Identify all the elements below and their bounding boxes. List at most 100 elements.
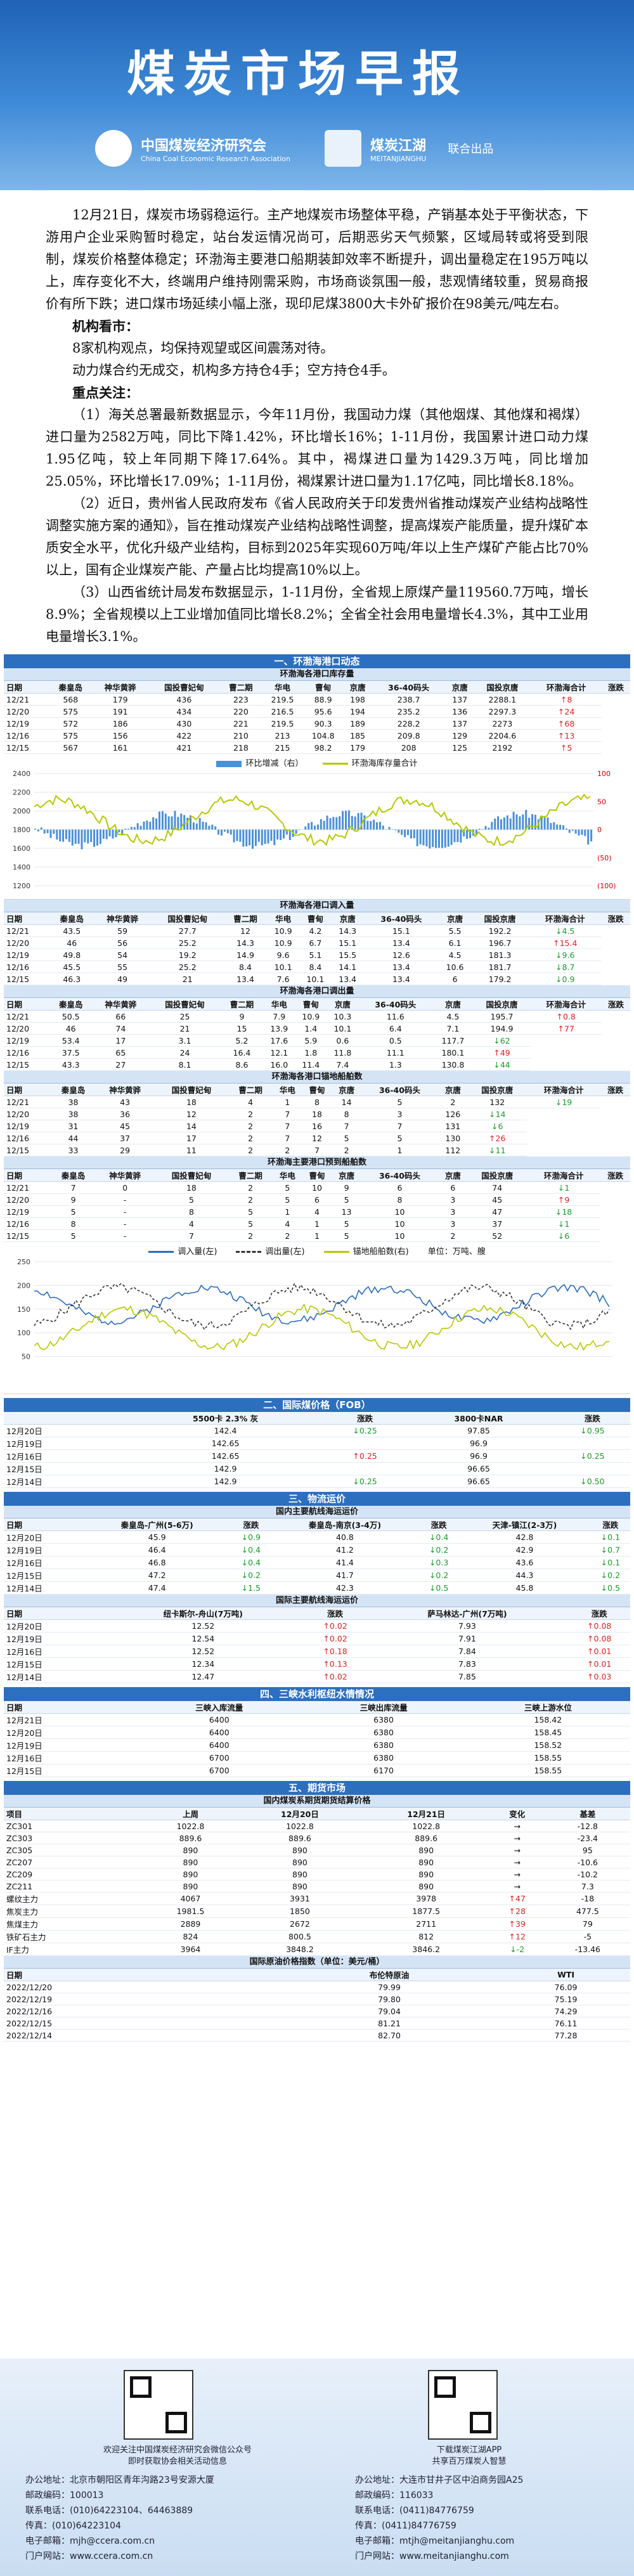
table-row: 螺纹主力 4067 3931 3978 ↑47 -18: [4, 1892, 630, 1905]
bar: [571, 829, 574, 831]
table-cell: 889.6: [236, 1832, 363, 1844]
table-cell: 12.52: [101, 1619, 304, 1633]
y-tick-label: 150: [17, 1305, 30, 1314]
table-row: 12月14日 142.9 ↓0.25 96.65 ↓0.50: [4, 1475, 630, 1488]
col-header: 国投曹妃甸: [154, 1084, 229, 1096]
bar: [540, 815, 543, 830]
table-cell: 6170: [301, 1764, 466, 1777]
col-header: 京唐: [439, 912, 471, 925]
col-header: 日期: [4, 1607, 102, 1620]
inventory-table: 日期 秦皇岛 神华黄骅 国投曹妃甸 曹二期 华电 曹甸 京唐 36-40码头 京唐 国投京唐 环渤海合…: [4, 681, 630, 754]
bar: [543, 817, 546, 830]
brand-name-en: MEITANJIANGHU: [370, 154, 427, 163]
table-cell: ↓0.2: [231, 1569, 271, 1582]
bar: [65, 829, 67, 839]
bar: [550, 823, 552, 830]
table-cell: 2022/12/19: [4, 1993, 277, 2005]
table-cell: 890: [363, 1856, 489, 1868]
table-cell: 42.3: [270, 1581, 420, 1595]
table-row: 12/15 567 161 421 218 215 98.2 179 208 125 2192 ↑5: [4, 741, 630, 754]
col-header: 涨跌: [600, 1084, 630, 1096]
table-header-row: 日期 纽卡斯尔-舟山(7万吨) 涨跌 萨马林达-广州(7万吨) 涨跌: [4, 1607, 630, 1620]
bar: [90, 829, 93, 842]
table-cell: 2297.3: [474, 705, 531, 718]
table-cell: 7.91: [366, 1632, 569, 1645]
table-cell: 180.1: [432, 1046, 474, 1059]
col-header: 神华黄骅: [91, 681, 149, 694]
bar: [556, 824, 559, 830]
table-cell: 824: [144, 1930, 237, 1943]
table-cell: 2192: [474, 741, 531, 754]
table-cell: 49: [93, 973, 152, 985]
table-cell: 6700: [137, 1764, 302, 1777]
mtjh-contact: 办公地址：大连市甘井子区中泊商务园A25 邮政编码：116033 联系电话：(041…: [355, 2475, 524, 2561]
col-header: 日期: [4, 1701, 138, 1714]
bar: [398, 829, 400, 833]
table-cell: 5.2: [220, 1034, 264, 1047]
table-cell: 47.4: [82, 1581, 231, 1595]
table-cell: 890: [236, 1856, 363, 1868]
col-header: 华电: [262, 681, 303, 694]
bar: [444, 829, 446, 848]
table-cell: 12月20日: [4, 1531, 83, 1544]
col-header: 涨跌: [419, 1518, 459, 1531]
table-cell: -: [95, 1217, 155, 1230]
table-cell: 132: [467, 1096, 527, 1108]
table-cell: 95.6: [302, 705, 344, 718]
table-cell: 179.2: [470, 973, 529, 985]
table-row: ZC301 1022.8 1022.8 1022.8 → -12.8: [4, 1820, 630, 1832]
table-cell: 220: [219, 705, 262, 718]
bar: [531, 814, 533, 830]
table-cell: 66: [92, 1010, 150, 1023]
table-cell: 181.7: [470, 961, 529, 973]
table-row: 12月19日 46.4 ↓0.4 41.2 ↓0.2 42.9 ↓0.7: [4, 1543, 630, 1557]
table-row: 12/19 53.4 17 3.1 5.2 17.6 5.9 0.6 0.5 117.7 ↓62: [4, 1034, 630, 1047]
table-cell: 6: [438, 1181, 468, 1194]
table-cell: ↑49: [473, 1046, 531, 1059]
table-cell: 215: [262, 741, 303, 754]
bar: [233, 829, 235, 843]
qr-caption: 下载煤炭江湖APP 共享百万煤炭人智慧: [432, 2445, 507, 2466]
col-header: 布伦特原油: [276, 1969, 502, 1981]
col-header: 京唐: [343, 681, 372, 694]
table-cell: 82.70: [276, 2029, 502, 2042]
table-cell: ↓1: [526, 1217, 601, 1230]
table-cell: 8: [154, 1205, 229, 1218]
table-cell: 130.8: [432, 1058, 474, 1071]
table-cell: 14: [332, 1096, 361, 1108]
table-cell: 95: [545, 1844, 630, 1856]
table-cell: 75.19: [501, 1993, 630, 2005]
bar: [71, 829, 74, 846]
table-cell: 3846.2: [363, 1943, 489, 1956]
col-header: 涨跌: [602, 681, 630, 694]
table-cell: 5.1: [299, 948, 332, 961]
table-cell: 575: [49, 729, 92, 742]
y-tick-label: 2400: [13, 770, 30, 778]
bar: [267, 829, 269, 844]
table-cell: 77.28: [501, 2029, 630, 2042]
table-cell: 16.0: [263, 1058, 295, 1071]
bar: [332, 817, 335, 830]
table-cell: 45: [95, 1120, 155, 1132]
bar: [360, 812, 363, 830]
table-cell: 219.5: [262, 693, 303, 706]
bar: [261, 829, 263, 846]
table-cell: ↓0.5: [419, 1581, 459, 1595]
table-cell: ↓0.25: [327, 1424, 403, 1437]
table-cell: 12月21日: [4, 1713, 138, 1726]
table-cell: ↓0.9: [529, 973, 602, 985]
table-row: 12月16日 6700 6380 158.55: [4, 1751, 630, 1764]
y-tick-label: 50: [22, 1353, 30, 1361]
bar: [509, 818, 512, 830]
table-row: 12/19 5-8 5 1 4 13 10 3 47 ↓18: [4, 1205, 630, 1218]
y-tick-label: 2200: [13, 789, 30, 797]
col-header: 京唐: [438, 1169, 468, 1182]
table-cell: 12/19: [4, 1034, 49, 1047]
bar: [56, 829, 58, 840]
table-cell: 55: [93, 961, 152, 973]
col-header: WTI: [501, 1969, 630, 1981]
table-cell: 2288.1: [474, 693, 531, 706]
table-row: 12/15 43.3 27 8.1 8.6 16.0 11.4 7.4 1.3 130.8 ↓44: [4, 1058, 630, 1071]
table-cell: 198: [343, 693, 372, 706]
table-cell: 74: [467, 1181, 527, 1194]
